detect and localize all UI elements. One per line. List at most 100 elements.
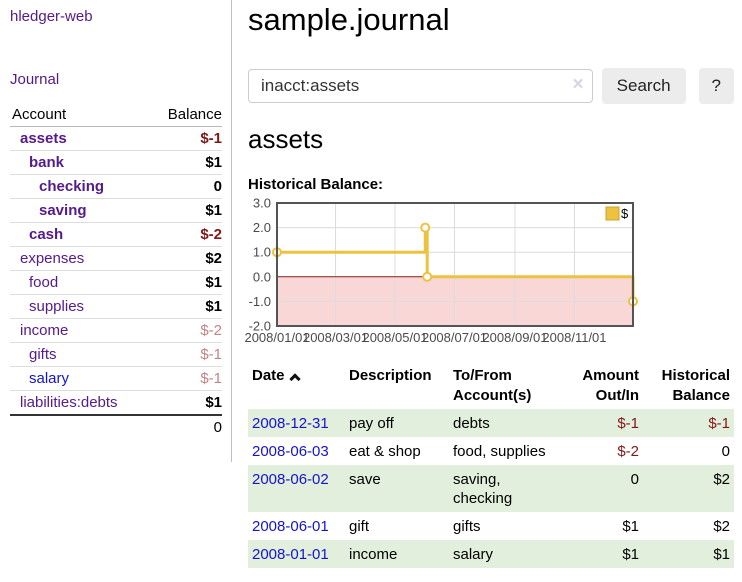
svg-text:2008/03/01: 2008/03/01: [303, 330, 368, 345]
clear-search-icon[interactable]: ×: [572, 74, 584, 95]
search-input[interactable]: [248, 69, 593, 103]
transaction-description: save: [349, 471, 381, 488]
account-balance: $1: [149, 198, 222, 223]
accounts-header-balance: Balance: [149, 103, 222, 127]
svg-text:2008/11/01: 2008/11/01: [542, 330, 606, 345]
transaction-description: eat & shop: [349, 443, 421, 460]
account-heading: assets: [248, 124, 324, 154]
svg-text:0.0: 0.0: [253, 269, 271, 284]
account-balance: $1: [149, 294, 222, 319]
account-row: expenses $2: [10, 246, 222, 271]
transaction-amount: $1: [622, 518, 639, 535]
account-balance: $2: [149, 246, 222, 271]
account-row: supplies $1: [10, 294, 222, 319]
register-row[interactable]: 2008-06-02 save saving, checking 0 $2: [248, 465, 734, 512]
transaction-description: gift: [349, 518, 370, 535]
account-link-checking[interactable]: checking: [39, 178, 105, 195]
account-row: salary $-1: [10, 366, 222, 391]
account-link-liabilities-debts[interactable]: liabilities:debts: [20, 394, 118, 411]
brand-link[interactable]: hledger-web: [10, 8, 93, 25]
register-header-amount: Amount Out/In: [582, 367, 639, 404]
transaction-balance: $1: [713, 546, 730, 563]
account-row: income $-2: [10, 318, 222, 343]
svg-text:2008/07/01: 2008/07/01: [422, 330, 487, 345]
account-balance: $1: [149, 390, 222, 416]
transaction-amount: 0: [630, 471, 639, 488]
transaction-amount: $-2: [617, 443, 639, 460]
transaction-balance: 0: [721, 443, 730, 460]
register-header-balance: Historical Balance: [661, 367, 730, 404]
account-balance: $-1: [149, 342, 222, 367]
account-link-expenses[interactable]: expenses: [20, 250, 85, 267]
account-link-supplies[interactable]: supplies: [29, 298, 85, 315]
account-link-food[interactable]: food: [29, 274, 59, 291]
account-link-salary[interactable]: salary: [29, 370, 70, 387]
account-balance: $-1: [149, 366, 222, 391]
account-balance: $-2: [149, 222, 222, 247]
transaction-balance: $2: [713, 471, 730, 488]
transaction-date-link[interactable]: 2008-06-02: [252, 471, 329, 488]
transaction-accounts: saving, checking: [453, 471, 513, 507]
svg-text:2008/05/01: 2008/05/01: [362, 330, 427, 345]
transaction-accounts: debts: [453, 415, 490, 432]
svg-text:1.0: 1.0: [253, 245, 271, 260]
journal-link[interactable]: Journal: [10, 71, 60, 88]
register-header-description: Description: [349, 367, 432, 384]
account-row: saving $1: [10, 198, 222, 223]
account-link-cash[interactable]: cash: [29, 226, 64, 243]
account-balance: $-1: [149, 126, 222, 151]
account-row: assets $-1: [10, 126, 222, 151]
svg-text:3.0: 3.0: [253, 196, 271, 211]
account-link-bank[interactable]: bank: [29, 154, 65, 171]
transaction-accounts: gifts: [453, 518, 481, 535]
transaction-balance: $2: [713, 518, 730, 535]
transaction-date-link[interactable]: 2008-01-01: [252, 546, 329, 563]
account-row: checking 0: [10, 174, 222, 199]
account-row: liabilities:debts $1: [10, 390, 222, 416]
svg-text:-1.0: -1.0: [249, 294, 271, 309]
transaction-description: income: [349, 546, 398, 563]
account-link-income[interactable]: income: [20, 322, 69, 339]
register-header-date[interactable]: Date: [248, 363, 345, 409]
account-row: bank $1: [10, 150, 222, 175]
transaction-balance: $-1: [708, 415, 730, 432]
sort-ascending-icon: [288, 373, 301, 385]
account-balance: $-2: [149, 318, 222, 343]
main-content: sample.journal × Search ? assets Histori…: [244, 0, 734, 568]
page-title: sample.journal: [248, 2, 450, 37]
account-link-saving[interactable]: saving: [39, 202, 87, 219]
account-link-assets[interactable]: assets: [20, 130, 67, 147]
help-button[interactable]: ?: [698, 68, 734, 104]
historical-balance-chart: $3.0 2.0 1.0 0.0 -1.0 -2.02008/01/012008/03/0…: [244, 196, 638, 345]
transaction-date-link[interactable]: 2008-06-01: [252, 518, 329, 535]
account-row: gifts $-1: [10, 342, 222, 367]
account-balance: $1: [149, 270, 222, 295]
svg-text:2008/09/01: 2008/09/01: [482, 330, 547, 345]
sidebar: hledger-web Journal Account Balance asse…: [0, 0, 232, 462]
sidebar-item-journal: Journal: [10, 71, 222, 88]
svg-text:2.0: 2.0: [253, 220, 271, 235]
register-row[interactable]: 2008-12-31 pay off debts $-1 $-1: [248, 409, 734, 437]
search-button[interactable]: Search: [601, 68, 686, 104]
accounts-header-account: Account: [10, 103, 150, 127]
register-row[interactable]: 2008-01-01 income salary $1 $1: [248, 540, 734, 568]
account-row: cash $-2: [10, 222, 222, 247]
transaction-amount: $-1: [617, 415, 639, 432]
account-balance: 0: [149, 174, 222, 199]
register-row[interactable]: 2008-06-03 eat & shop food, supplies $-2…: [248, 437, 734, 465]
transaction-amount: $1: [622, 546, 639, 563]
svg-text:-2.0: -2.0: [249, 319, 271, 334]
search-form: × Search ?: [248, 68, 734, 104]
brand: hledger-web: [10, 8, 222, 25]
accounts-table: Account Balance assets $-1 bank $1 check…: [10, 103, 222, 439]
register-header-accounts: To/From Account(s): [453, 367, 532, 404]
transaction-accounts: food, supplies: [453, 443, 546, 460]
transaction-date-link[interactable]: 2008-12-31: [252, 415, 329, 432]
register-header-row: Date Description To/From Account(s) Amou…: [248, 363, 734, 409]
account-link-gifts[interactable]: gifts: [29, 346, 57, 363]
transaction-date-link[interactable]: 2008-06-03: [252, 443, 329, 460]
register-row[interactable]: 2008-06-01 gift gifts $1 $2: [248, 512, 734, 540]
svg-text:2008/01/01: 2008/01/01: [244, 330, 309, 345]
transaction-accounts: salary: [453, 546, 494, 563]
